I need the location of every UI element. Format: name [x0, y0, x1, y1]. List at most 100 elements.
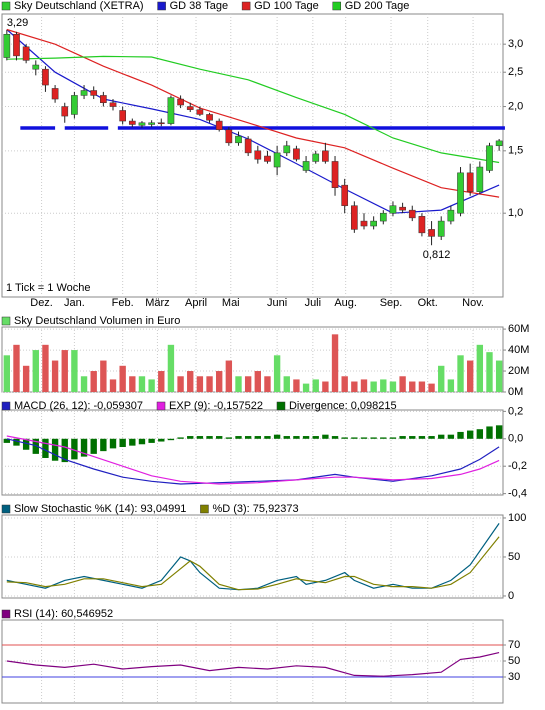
legend-swatch — [241, 1, 251, 11]
bar — [138, 376, 146, 392]
legend-label: GD 38 Tage — [170, 0, 229, 12]
legend-label: %D (3): 75,92373 — [212, 503, 298, 515]
y-tick-label: 2,5 — [508, 66, 523, 78]
bar — [158, 371, 165, 392]
bar — [409, 381, 416, 392]
candle-body — [22, 46, 30, 61]
bar — [302, 436, 310, 439]
bar — [13, 344, 20, 392]
bar — [254, 371, 261, 392]
bar — [380, 379, 387, 392]
bar — [418, 381, 426, 392]
x-tick-label: April — [185, 297, 207, 309]
bar — [447, 434, 455, 439]
candle-body — [408, 209, 416, 219]
candle-body — [476, 166, 484, 192]
bar — [273, 434, 281, 439]
bar — [187, 436, 194, 439]
bar — [148, 438, 155, 443]
bar — [428, 383, 435, 392]
bar — [158, 438, 165, 442]
bar — [293, 436, 300, 439]
annotation: 0,812 — [423, 249, 451, 261]
y-tick-label: 100 — [508, 512, 526, 524]
series-line — [6, 28, 500, 198]
candle-body — [42, 68, 49, 86]
bar — [495, 360, 503, 392]
bar — [225, 437, 233, 439]
legend-swatch — [1, 609, 11, 619]
bar — [61, 438, 68, 463]
bar — [100, 360, 107, 392]
bar — [466, 430, 474, 439]
bar — [71, 438, 78, 460]
candle-body — [3, 33, 11, 58]
bar — [389, 381, 397, 392]
candle-body — [167, 97, 175, 124]
bar — [486, 352, 493, 392]
bar — [22, 438, 30, 450]
x-tick-label: Aug. — [334, 297, 357, 309]
legend-label: Sky Deutschland (XETRA) — [14, 0, 144, 12]
candle-body — [215, 120, 223, 131]
y-tick-label: 0M — [508, 386, 523, 398]
series-line — [6, 536, 500, 591]
bar — [187, 371, 194, 392]
candle-body — [254, 150, 262, 160]
bar — [418, 436, 426, 439]
bar — [438, 434, 445, 439]
candle-body — [206, 114, 213, 121]
bar — [42, 438, 49, 458]
candle-body — [322, 150, 329, 162]
candle-body — [157, 122, 165, 125]
candle-body — [100, 95, 107, 104]
legend-swatch — [332, 1, 341, 11]
bar — [129, 438, 136, 446]
series-line — [6, 652, 500, 677]
candle-body — [418, 216, 426, 234]
y-tick-label: 50 — [508, 655, 520, 667]
bar — [476, 429, 484, 439]
legend-swatch — [1, 316, 11, 326]
bar — [341, 437, 348, 439]
bar — [3, 438, 11, 443]
candle-body — [495, 140, 503, 147]
bar — [71, 350, 78, 392]
y-tick-label: 70 — [508, 639, 520, 651]
bar — [32, 350, 39, 392]
bar — [80, 438, 88, 457]
legend-label: MACD (26, 12): -0,059307 — [14, 400, 143, 412]
bar — [225, 360, 233, 392]
candle-body — [302, 161, 310, 171]
candle-body — [399, 206, 406, 211]
candle-body — [109, 102, 117, 107]
bar — [51, 438, 59, 461]
bar — [399, 436, 406, 439]
legend-swatch — [1, 504, 11, 514]
bar — [109, 438, 117, 449]
y-tick-label: 20M — [508, 365, 529, 377]
candle-body — [486, 145, 493, 171]
candle-body — [360, 220, 368, 227]
bar — [428, 436, 435, 439]
legend-swatch — [276, 401, 286, 411]
bar — [196, 376, 204, 392]
candle-body — [32, 64, 40, 70]
bar — [148, 379, 155, 392]
note: 1 Tick = 1 Woche — [6, 282, 90, 294]
candle-body — [148, 122, 155, 125]
candle-body — [61, 106, 69, 117]
candle-body — [128, 120, 136, 125]
x-tick-label: März — [145, 297, 169, 309]
legend-swatch — [200, 504, 209, 514]
bar — [42, 344, 49, 392]
bar — [273, 355, 281, 392]
bar — [283, 436, 290, 439]
bar — [293, 379, 300, 392]
bar — [283, 376, 290, 392]
candle-body — [51, 88, 59, 100]
x-tick-label: Mai — [222, 297, 240, 309]
bar — [322, 381, 329, 392]
bar — [457, 431, 464, 439]
